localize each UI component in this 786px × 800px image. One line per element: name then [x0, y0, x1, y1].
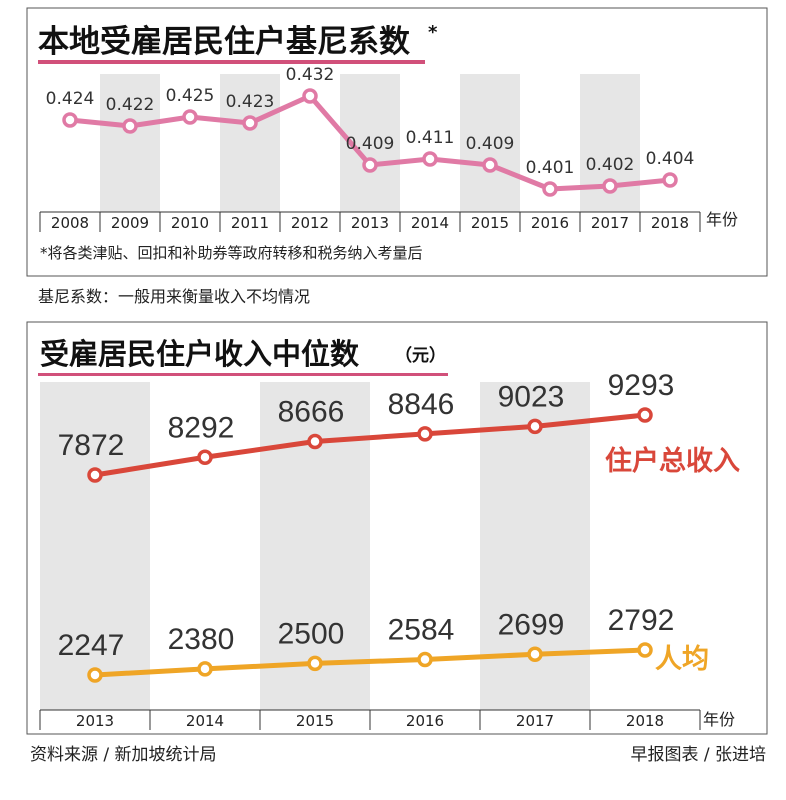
income-point-total: [417, 426, 433, 442]
income-tick-label: 2015: [296, 712, 334, 730]
credit-text: 早报图表 / 张进培: [630, 745, 766, 765]
income-legend-per-capita: 人均: [655, 644, 709, 675]
income-point-per-capita: [307, 655, 323, 672]
income-title: 受雇居民住户收入中位数: [40, 337, 360, 371]
gini-tick-label: 2017: [591, 214, 629, 232]
gini-value-label: 0.424: [46, 89, 95, 109]
gini-point: [482, 157, 498, 173]
gini-value-label: 0.423: [226, 92, 275, 112]
gini-tick-label: 2008: [51, 214, 89, 232]
income-panel: [26, 321, 768, 735]
income-value-label-total: 8846: [388, 388, 455, 421]
gini-point: [62, 112, 78, 128]
gini-definition: 基尼系数：一般用来衡量收入不均情况: [38, 287, 310, 306]
income-point-total: [637, 407, 653, 423]
gini-axis-unit: 年份: [706, 210, 738, 229]
income-point-total: [307, 433, 323, 450]
income-value-label-per-capita: 2500: [278, 617, 345, 650]
source-text: 资料来源 / 新加坡统计局: [30, 745, 217, 765]
gini-tick-label: 2018: [651, 214, 689, 232]
income-axis-unit: 年份: [703, 710, 735, 729]
gini-point: [302, 88, 318, 104]
income-tick-label: 2018: [626, 712, 664, 730]
income-series: 7872 8292 8666 8846 9023 9293 住户总收入 2247 2380 250…: [58, 369, 740, 683]
gini-footnote: *将各类津贴、回扣和补助券等政府转移和税务纳入考量后: [40, 244, 423, 262]
income-legend-total: 住户总收入: [605, 445, 740, 477]
income-point-per-capita: [527, 646, 543, 663]
gini-band-2009: [100, 74, 160, 212]
gini-value-label: 0.402: [586, 155, 635, 175]
gini-series: 0.424 0.422 0.425 0.423 0.432 0.409 0.411 0.409…: [46, 65, 695, 197]
income-value-label-total: 8666: [278, 395, 345, 428]
income-point-total: [87, 467, 103, 483]
gini-value-label: 0.401: [526, 158, 575, 178]
gini-title-underline: [38, 60, 425, 64]
income-point-per-capita: [87, 667, 103, 683]
gini-point: [242, 115, 258, 131]
income-point-per-capita: [637, 642, 653, 658]
income-band-2013: [40, 382, 150, 710]
income-value-label-per-capita: 2792: [608, 604, 675, 637]
income-point-total: [197, 449, 213, 466]
gini-tick-label: 2014: [411, 214, 449, 232]
income-tick-label: 2013: [76, 712, 114, 730]
income-value-label-total: 7872: [58, 429, 125, 462]
income-value-label-total: 9023: [498, 380, 565, 413]
income-point-total: [527, 418, 543, 435]
gini-value-label: 0.409: [346, 134, 395, 154]
gini-tick-label: 2013: [351, 214, 389, 232]
gini-title-mark: *: [428, 22, 438, 43]
gini-tick-label: 2016: [531, 214, 569, 232]
income-axis: 2013 2014 2015 2016 2017 2018: [39, 709, 701, 730]
income-tick-label: 2014: [186, 712, 224, 730]
gini-axis: 2008 2009 2010 2011 2012 2013 2014 2015 2016 2017…: [39, 211, 701, 232]
gini-point: [422, 151, 438, 167]
income-value-label-total: 9293: [608, 369, 675, 402]
gini-point: [542, 181, 558, 197]
gini-value-label: 0.425: [166, 86, 215, 106]
gini-point: [182, 109, 198, 125]
gini-tick-label: 2010: [171, 214, 209, 232]
income-title-underline: [38, 373, 448, 376]
gini-title: 本地受雇居民住户基尼系数: [38, 24, 410, 60]
gini-tick-label: 2015: [471, 214, 509, 232]
gini-point: [662, 172, 678, 188]
gini-band-2015: [460, 74, 520, 212]
income-value-label-total: 8292: [168, 411, 235, 444]
income-value-label-per-capita: 2380: [168, 623, 235, 656]
gini-tick-label: 2011: [231, 214, 269, 232]
gini-value-label: 0.404: [646, 149, 695, 169]
gini-value-label: 0.409: [466, 134, 515, 154]
gini-point: [122, 118, 138, 134]
income-point-per-capita: [417, 651, 433, 668]
gini-tick-label: 2012: [291, 214, 329, 232]
income-value-label-per-capita: 2584: [388, 614, 455, 647]
gini-value-label: 0.422: [106, 95, 155, 115]
income-point-per-capita: [197, 661, 213, 677]
gini-value-label: 0.411: [406, 128, 455, 148]
gini-point: [602, 178, 618, 194]
income-value-label-per-capita: 2247: [58, 629, 125, 662]
gini-bands: [100, 74, 640, 212]
gini-band-2011: [220, 74, 280, 212]
gini-tick-label: 2009: [111, 214, 149, 232]
income-tick-label: 2016: [406, 712, 444, 730]
income-unit: （元）: [395, 345, 446, 366]
gini-point: [362, 157, 378, 173]
income-value-label-per-capita: 2699: [498, 608, 565, 641]
gini-panel: [26, 7, 768, 277]
income-tick-label: 2017: [516, 712, 554, 730]
income-line-per-capita: [94, 647, 646, 678]
income-line-total: [94, 412, 646, 478]
gini-value-label: 0.432: [286, 65, 335, 85]
